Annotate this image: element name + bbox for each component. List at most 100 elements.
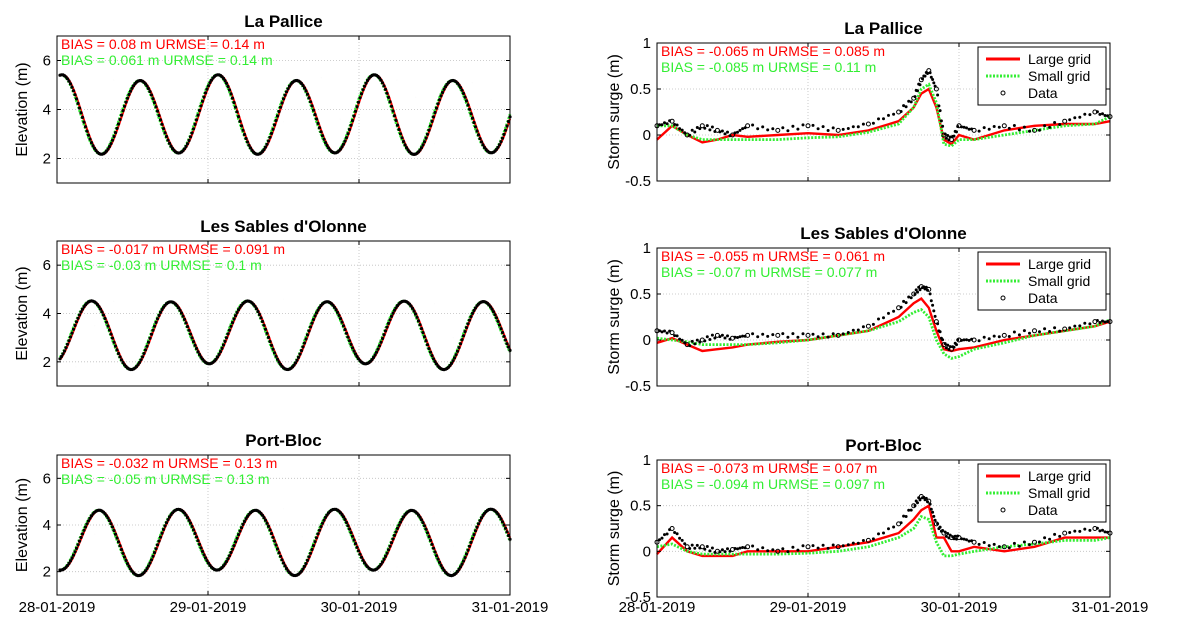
- data-point: [394, 530, 398, 534]
- data-point: [956, 125, 960, 128]
- data-point: [236, 533, 241, 537]
- data-point: [766, 549, 770, 553]
- data-point: [781, 126, 785, 130]
- data-point: [835, 127, 841, 133]
- data-point: [379, 78, 383, 82]
- data-point: [284, 566, 289, 571]
- legend-label: Large grid: [1028, 256, 1091, 272]
- data-point: [931, 78, 935, 81]
- data-point: [77, 539, 82, 543]
- subplot-title: La Pallice: [244, 12, 322, 31]
- data-point: [913, 504, 917, 508]
- data-point: [913, 292, 917, 296]
- data-point: [1062, 118, 1068, 124]
- data-point: [962, 537, 966, 541]
- anchor-point: [113, 79, 115, 81]
- data-point: [388, 100, 392, 104]
- data-point: [199, 104, 203, 108]
- data-point: [74, 97, 79, 101]
- data-point: [705, 545, 709, 548]
- data-point: [899, 521, 903, 525]
- data-point: [503, 128, 508, 132]
- data-point: [113, 344, 118, 348]
- data-point: [101, 313, 106, 317]
- anchor-point: [151, 571, 153, 573]
- anchor-point: [453, 111, 455, 113]
- data-point: [107, 144, 112, 149]
- data-point: [281, 561, 286, 565]
- anchor-point: [207, 306, 209, 308]
- data-point: [708, 128, 712, 132]
- data-point: [1007, 335, 1011, 338]
- data-point: [502, 523, 506, 527]
- data-point: [916, 290, 919, 294]
- data-point: [229, 324, 233, 328]
- data-point: [941, 529, 945, 532]
- data-point: [140, 355, 145, 359]
- data-point: [221, 343, 226, 347]
- data-point: [145, 567, 149, 571]
- data-point: [334, 308, 338, 312]
- small-grid-line: [656, 307, 1111, 360]
- data-point: [349, 342, 353, 346]
- data-point: [230, 96, 235, 100]
- data-point: [106, 516, 110, 520]
- data-point: [1032, 127, 1037, 133]
- data-point: [299, 349, 304, 353]
- data-point: [698, 127, 702, 131]
- data-point: [229, 92, 233, 96]
- data-point: [302, 341, 307, 345]
- data-point: [322, 137, 326, 141]
- data-point: [892, 309, 896, 313]
- data-point: [665, 122, 669, 126]
- data-point: [119, 113, 124, 117]
- data-point: [452, 356, 457, 360]
- data-point: [1048, 125, 1052, 129]
- data-point: [1038, 128, 1041, 132]
- data-point: [458, 565, 463, 569]
- data-point: [771, 548, 775, 552]
- data-point: [70, 85, 74, 89]
- data-point: [395, 526, 400, 531]
- data-point: [106, 147, 110, 151]
- data-point: [1095, 526, 1099, 530]
- data-point: [826, 129, 830, 132]
- data-point: [970, 337, 974, 341]
- data-point: [914, 288, 918, 292]
- data-point: [962, 338, 966, 342]
- data-point: [937, 104, 941, 108]
- legend-box: [977, 46, 1107, 106]
- x-tick-label: 31-01-2019: [472, 599, 549, 616]
- data-point: [668, 528, 672, 532]
- data-point: [62, 349, 67, 353]
- data-point: [970, 539, 974, 543]
- data-point: [931, 303, 935, 307]
- data-point: [232, 544, 236, 548]
- data-point: [58, 357, 62, 361]
- small-grid-line: [657, 82, 1111, 148]
- data-point: [401, 139, 406, 144]
- data-point: [505, 124, 509, 128]
- y-tick-label: 0.5: [630, 81, 651, 98]
- data-point: [116, 351, 121, 356]
- data-point: [705, 124, 709, 128]
- data-point: [1058, 329, 1062, 333]
- data-point: [227, 88, 232, 92]
- data-point: [902, 514, 906, 518]
- data-point: [675, 532, 679, 536]
- data-point: [926, 288, 929, 292]
- data-point: [160, 531, 164, 535]
- data-point: [977, 542, 981, 546]
- data-point: [146, 87, 151, 91]
- data-point: [305, 558, 310, 563]
- data-point: [497, 514, 502, 519]
- data-point: [118, 544, 122, 548]
- data-point: [271, 127, 275, 131]
- data-point: [433, 360, 437, 364]
- data-point: [723, 550, 727, 554]
- data-point: [185, 515, 190, 520]
- data-point: [152, 101, 157, 105]
- anchor-point: [434, 143, 436, 145]
- data-point: [1022, 540, 1026, 544]
- data-point: [1032, 539, 1037, 545]
